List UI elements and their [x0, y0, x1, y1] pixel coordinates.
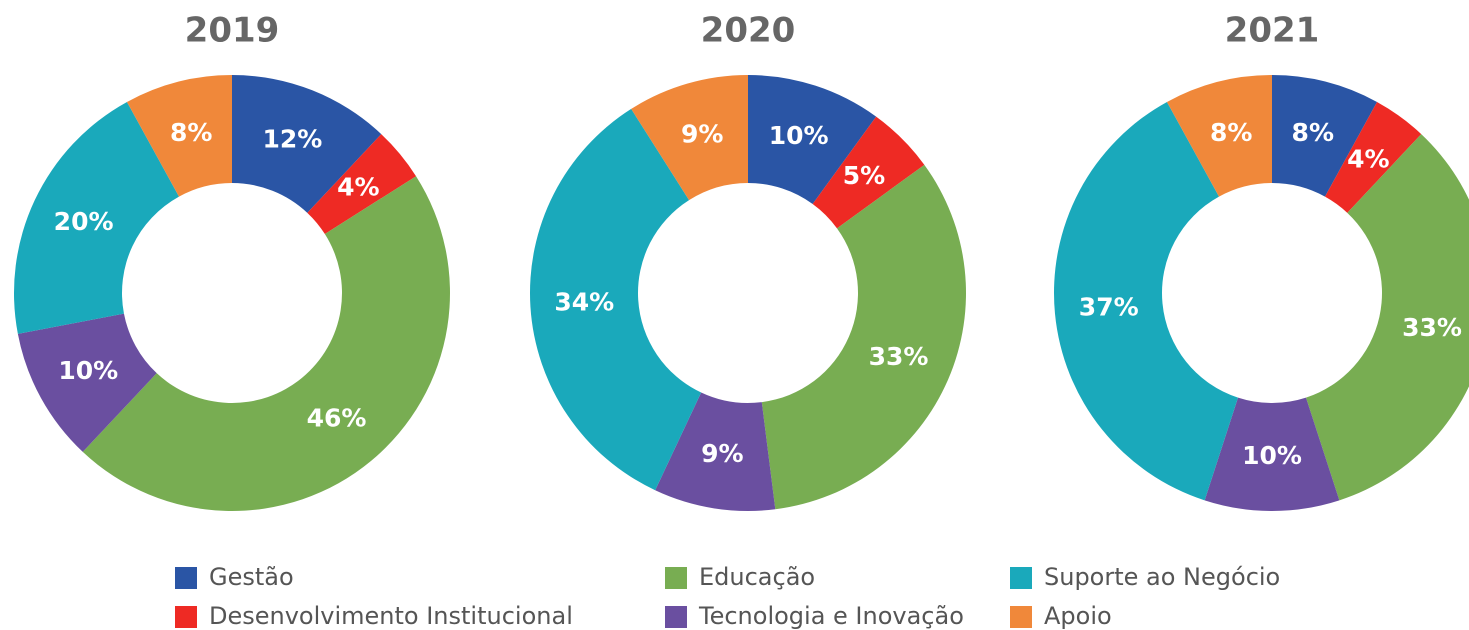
- value-label: 10%: [58, 356, 118, 385]
- legend-swatch: [1010, 606, 1032, 628]
- donut-slice: [17, 313, 157, 452]
- value-label: 37%: [1079, 292, 1139, 321]
- donut-slice: [126, 75, 232, 197]
- donut-slice: [748, 75, 877, 205]
- legend-label: Suporte ao Negócio: [1044, 563, 1280, 591]
- legend-label: Gestão: [209, 563, 294, 591]
- donut-slice: [1272, 75, 1378, 197]
- donut-slice: [307, 134, 417, 235]
- legend-swatch: [665, 567, 687, 589]
- value-label: 5%: [843, 161, 885, 190]
- legend-swatch: [175, 606, 197, 628]
- donut-slice: [1054, 101, 1239, 501]
- legend-label: Apoio: [1044, 602, 1112, 630]
- donut-slice: [1166, 75, 1272, 197]
- chart-title: 2021: [1225, 11, 1320, 51]
- legend-swatch: [175, 567, 197, 589]
- legend-swatch: [1010, 567, 1032, 589]
- chart-title: 2020: [701, 11, 796, 51]
- value-label: 8%: [1210, 118, 1252, 147]
- value-label: 20%: [54, 207, 114, 236]
- donut-slice: [761, 164, 966, 510]
- value-label: 33%: [869, 342, 929, 371]
- donut-slice: [1204, 397, 1340, 511]
- value-label: 34%: [554, 287, 614, 316]
- chart-title: 2019: [185, 11, 280, 51]
- donut-slice: [631, 75, 748, 201]
- donut-slice: [529, 108, 702, 491]
- donut-slice: [812, 116, 925, 229]
- donut-slice: [13, 101, 180, 334]
- donut-slice: [82, 176, 450, 511]
- legend-label: Educação: [699, 563, 815, 591]
- value-label: 9%: [701, 439, 743, 468]
- value-label: 8%: [170, 118, 212, 147]
- donut-slice: [1305, 134, 1469, 501]
- legend-swatch: [665, 606, 687, 628]
- value-label: 4%: [1347, 144, 1389, 173]
- value-label: 8%: [1292, 118, 1334, 147]
- legend-label: Desenvolvimento Institucional: [209, 602, 573, 630]
- value-label: 9%: [681, 120, 723, 149]
- donut-slice: [655, 392, 776, 512]
- value-label: 10%: [769, 121, 829, 150]
- value-label: 10%: [1242, 441, 1302, 470]
- legend-label: Tecnologia e Inovação: [698, 602, 964, 630]
- value-label: 4%: [337, 172, 379, 201]
- value-label: 46%: [307, 403, 367, 432]
- value-label: 12%: [262, 125, 322, 154]
- value-label: 33%: [1402, 313, 1462, 342]
- donut-slice: [1324, 101, 1422, 213]
- donut-slice: [232, 75, 382, 213]
